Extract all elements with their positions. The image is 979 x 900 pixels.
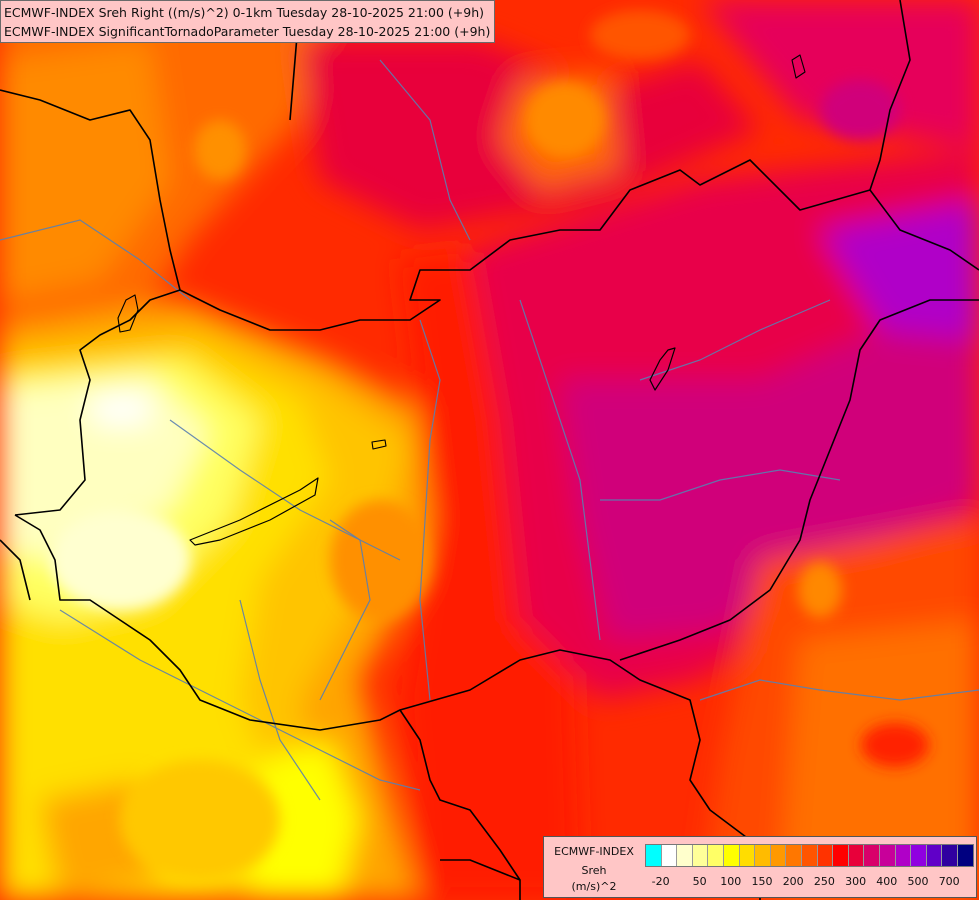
legend-swatch [786,845,802,866]
legend-swatch [708,845,724,866]
map-title-stp: ECMWF-INDEX SignificantTornadoParameter … [4,24,491,39]
legend-swatch [942,845,958,866]
legend-unit: (m/s)^2 [571,880,617,893]
legend-swatch [755,845,771,866]
legend-swatch [911,845,927,866]
legend-swatch [723,845,740,866]
legend-swatch [957,845,974,866]
legend-tick-label: 300 [845,875,867,888]
map-title-box: ECMWF-INDEX Sreh Right ((m/s)^2) 0-1km T… [0,0,496,43]
legend-swatch [926,845,943,866]
legend-tick-label: 100 [720,875,742,888]
legend-swatch [692,845,709,866]
color-legend: ECMWF-INDEX Sreh (m/s)^2 -20 50 100 150 200 2… [543,836,977,898]
legend-tick-label: -20 [651,875,670,888]
legend-tick-label: 700 [938,875,960,888]
legend-variable: Sreh [581,864,607,877]
legend-tick-label: 150 [751,875,773,888]
legend-source: ECMWF-INDEX [554,845,634,858]
legend-swatch [646,845,662,866]
legend-tick-label: 500 [907,875,929,888]
legend-swatch [677,845,693,866]
legend-tick-label: 50 [692,875,707,888]
map-title-sreh: ECMWF-INDEX Sreh Right ((m/s)^2) 0-1km T… [4,5,484,20]
legend-swatch [879,845,896,866]
legend-swatch [801,845,818,866]
legend-swatch [833,845,849,866]
legend-swatch [864,845,880,866]
legend-tick-label: 250 [813,875,835,888]
legend-swatch [817,845,834,866]
legend-swatch [739,845,756,866]
legend-tick-label: 200 [782,875,804,888]
legend-color-bar [645,844,975,867]
legend-swatch [848,845,865,866]
sreh-field-detail [50,10,929,880]
rivers [0,59,979,801]
legend-swatch [895,845,912,866]
legend-swatch [770,845,787,866]
legend-tick-label: 400 [876,875,898,888]
legend-swatch [661,845,678,866]
